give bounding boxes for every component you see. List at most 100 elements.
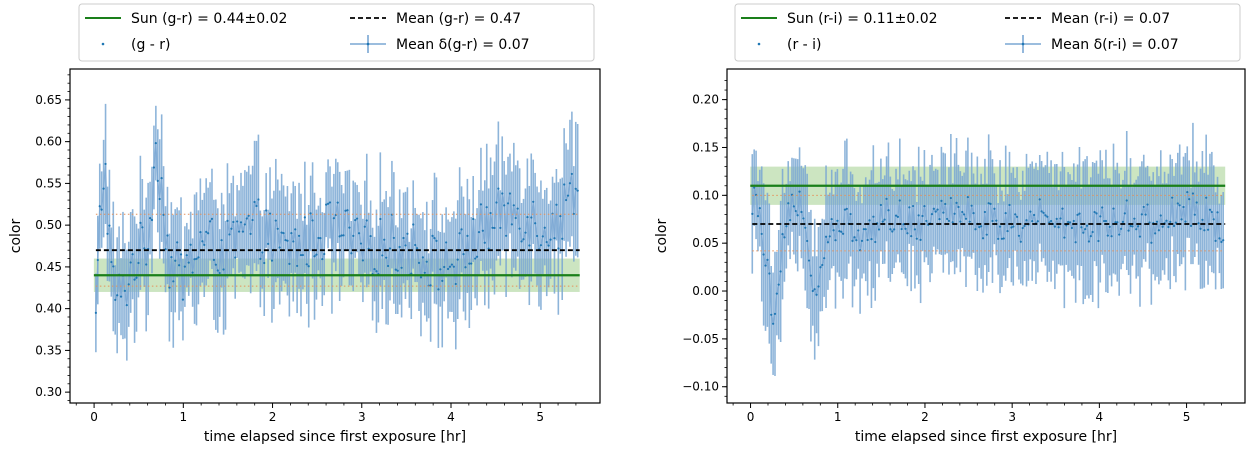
data-point (1084, 227, 1087, 231)
data-point (944, 202, 947, 206)
data-point (874, 240, 877, 244)
data-point (325, 203, 328, 206)
data-point (528, 244, 531, 247)
data-point (491, 226, 494, 229)
data-point (783, 236, 786, 239)
data-point (798, 190, 801, 193)
data-point (561, 237, 564, 240)
data-point (446, 267, 450, 271)
data-point (1161, 225, 1164, 228)
data-point (1167, 225, 1170, 229)
data-point (208, 220, 212, 223)
data-point (326, 202, 330, 205)
data-point (883, 218, 886, 221)
data-point (800, 210, 803, 214)
data-point (201, 240, 204, 243)
data-point (766, 258, 769, 261)
data-point (1048, 221, 1051, 224)
data-point (1095, 212, 1098, 215)
data-point (902, 223, 905, 226)
data-point (280, 231, 283, 234)
data-point (1214, 239, 1217, 242)
data-point (756, 215, 760, 218)
data-point (359, 242, 363, 245)
data-point (237, 230, 241, 233)
data-point (1057, 226, 1060, 229)
data-point (454, 282, 457, 286)
data-point (154, 141, 157, 145)
x-tick-label: 5 (1183, 410, 1191, 424)
data-point (945, 217, 949, 221)
data-point (394, 268, 397, 271)
data-point (1191, 192, 1195, 195)
data-point (205, 230, 208, 233)
data-point (972, 212, 975, 215)
data-point (534, 222, 537, 225)
data-point (311, 219, 314, 222)
data-point (906, 232, 909, 235)
data-point (762, 253, 765, 256)
data-point (452, 265, 455, 268)
data-point (236, 220, 239, 223)
data-point (1008, 203, 1011, 207)
chart-ri-panel: 0 1 2 3 4 5 −0.10 −0.05 0.00 0.05 0.10 0.15 0.20 time… (654, 3, 1246, 445)
data-point (830, 217, 833, 221)
data-point (877, 228, 881, 231)
data-point (1021, 226, 1024, 230)
data-point (1029, 210, 1032, 213)
data-point (840, 230, 843, 233)
data-point (1208, 208, 1212, 211)
data-point (1136, 225, 1140, 228)
data-point (255, 204, 258, 208)
data-point (970, 204, 973, 207)
data-point (104, 162, 107, 166)
data-point (220, 239, 223, 242)
data-point (940, 199, 943, 202)
data-point (292, 240, 295, 243)
data-point (261, 251, 264, 254)
data-point (249, 232, 252, 235)
data-point (338, 235, 341, 238)
data-point (1180, 218, 1183, 221)
data-point (1210, 210, 1213, 214)
data-point (259, 257, 262, 260)
data-point (313, 255, 316, 258)
data-point (145, 263, 148, 266)
x-tick-label: 0 (747, 410, 755, 424)
data-point (417, 261, 421, 264)
data-point (228, 233, 231, 236)
data-point (768, 272, 771, 275)
data-point (301, 253, 305, 257)
data-point (1116, 221, 1119, 224)
data-point (450, 263, 454, 266)
data-point (532, 200, 535, 203)
data-point (176, 241, 179, 244)
data-point (495, 201, 498, 204)
legend-label: Sun (r-i) = 0.11±0.02 (787, 11, 938, 27)
data-point (574, 187, 577, 190)
data-point (853, 236, 856, 239)
data-point (1055, 217, 1058, 220)
data-point (1142, 205, 1145, 209)
data-point (464, 266, 467, 269)
data-point (753, 186, 756, 189)
data-point (1121, 220, 1125, 223)
data-point (530, 216, 533, 219)
data-point (1102, 219, 1106, 223)
data-point (817, 285, 820, 288)
data-point (991, 219, 994, 223)
data-point (1140, 213, 1143, 216)
data-point (1108, 225, 1111, 228)
data-point (872, 215, 875, 218)
data-point (514, 216, 517, 220)
data-point (804, 226, 807, 229)
data-point (541, 235, 544, 238)
data-point (1159, 214, 1162, 217)
data-point (265, 209, 268, 212)
data-point (866, 238, 869, 242)
data-point (226, 219, 229, 222)
data-point (183, 265, 186, 268)
data-point (764, 264, 767, 267)
data-point (108, 224, 111, 227)
data-point (501, 192, 504, 195)
